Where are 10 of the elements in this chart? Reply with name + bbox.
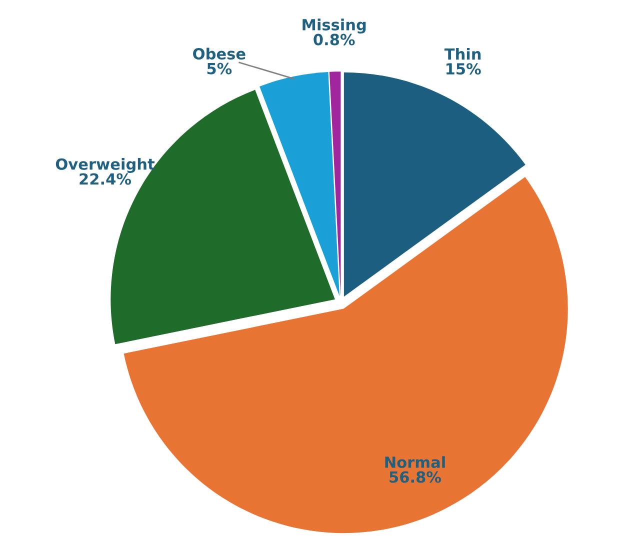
- slice-label: Overweight: [56, 158, 154, 173]
- slice-label: Normal: [385, 456, 445, 468]
- data-label: 15%: [446, 63, 481, 75]
- data-label: 56.8%: [390, 471, 441, 483]
- slice-label: Obese: [193, 48, 246, 60]
- slice-label: Thin: [444, 48, 481, 60]
- data-label: 22.4%: [80, 173, 132, 185]
- data-label: 5%: [207, 62, 232, 74]
- data-label: 0.8%: [314, 34, 355, 46]
- slice-label: Missing: [302, 18, 366, 34]
